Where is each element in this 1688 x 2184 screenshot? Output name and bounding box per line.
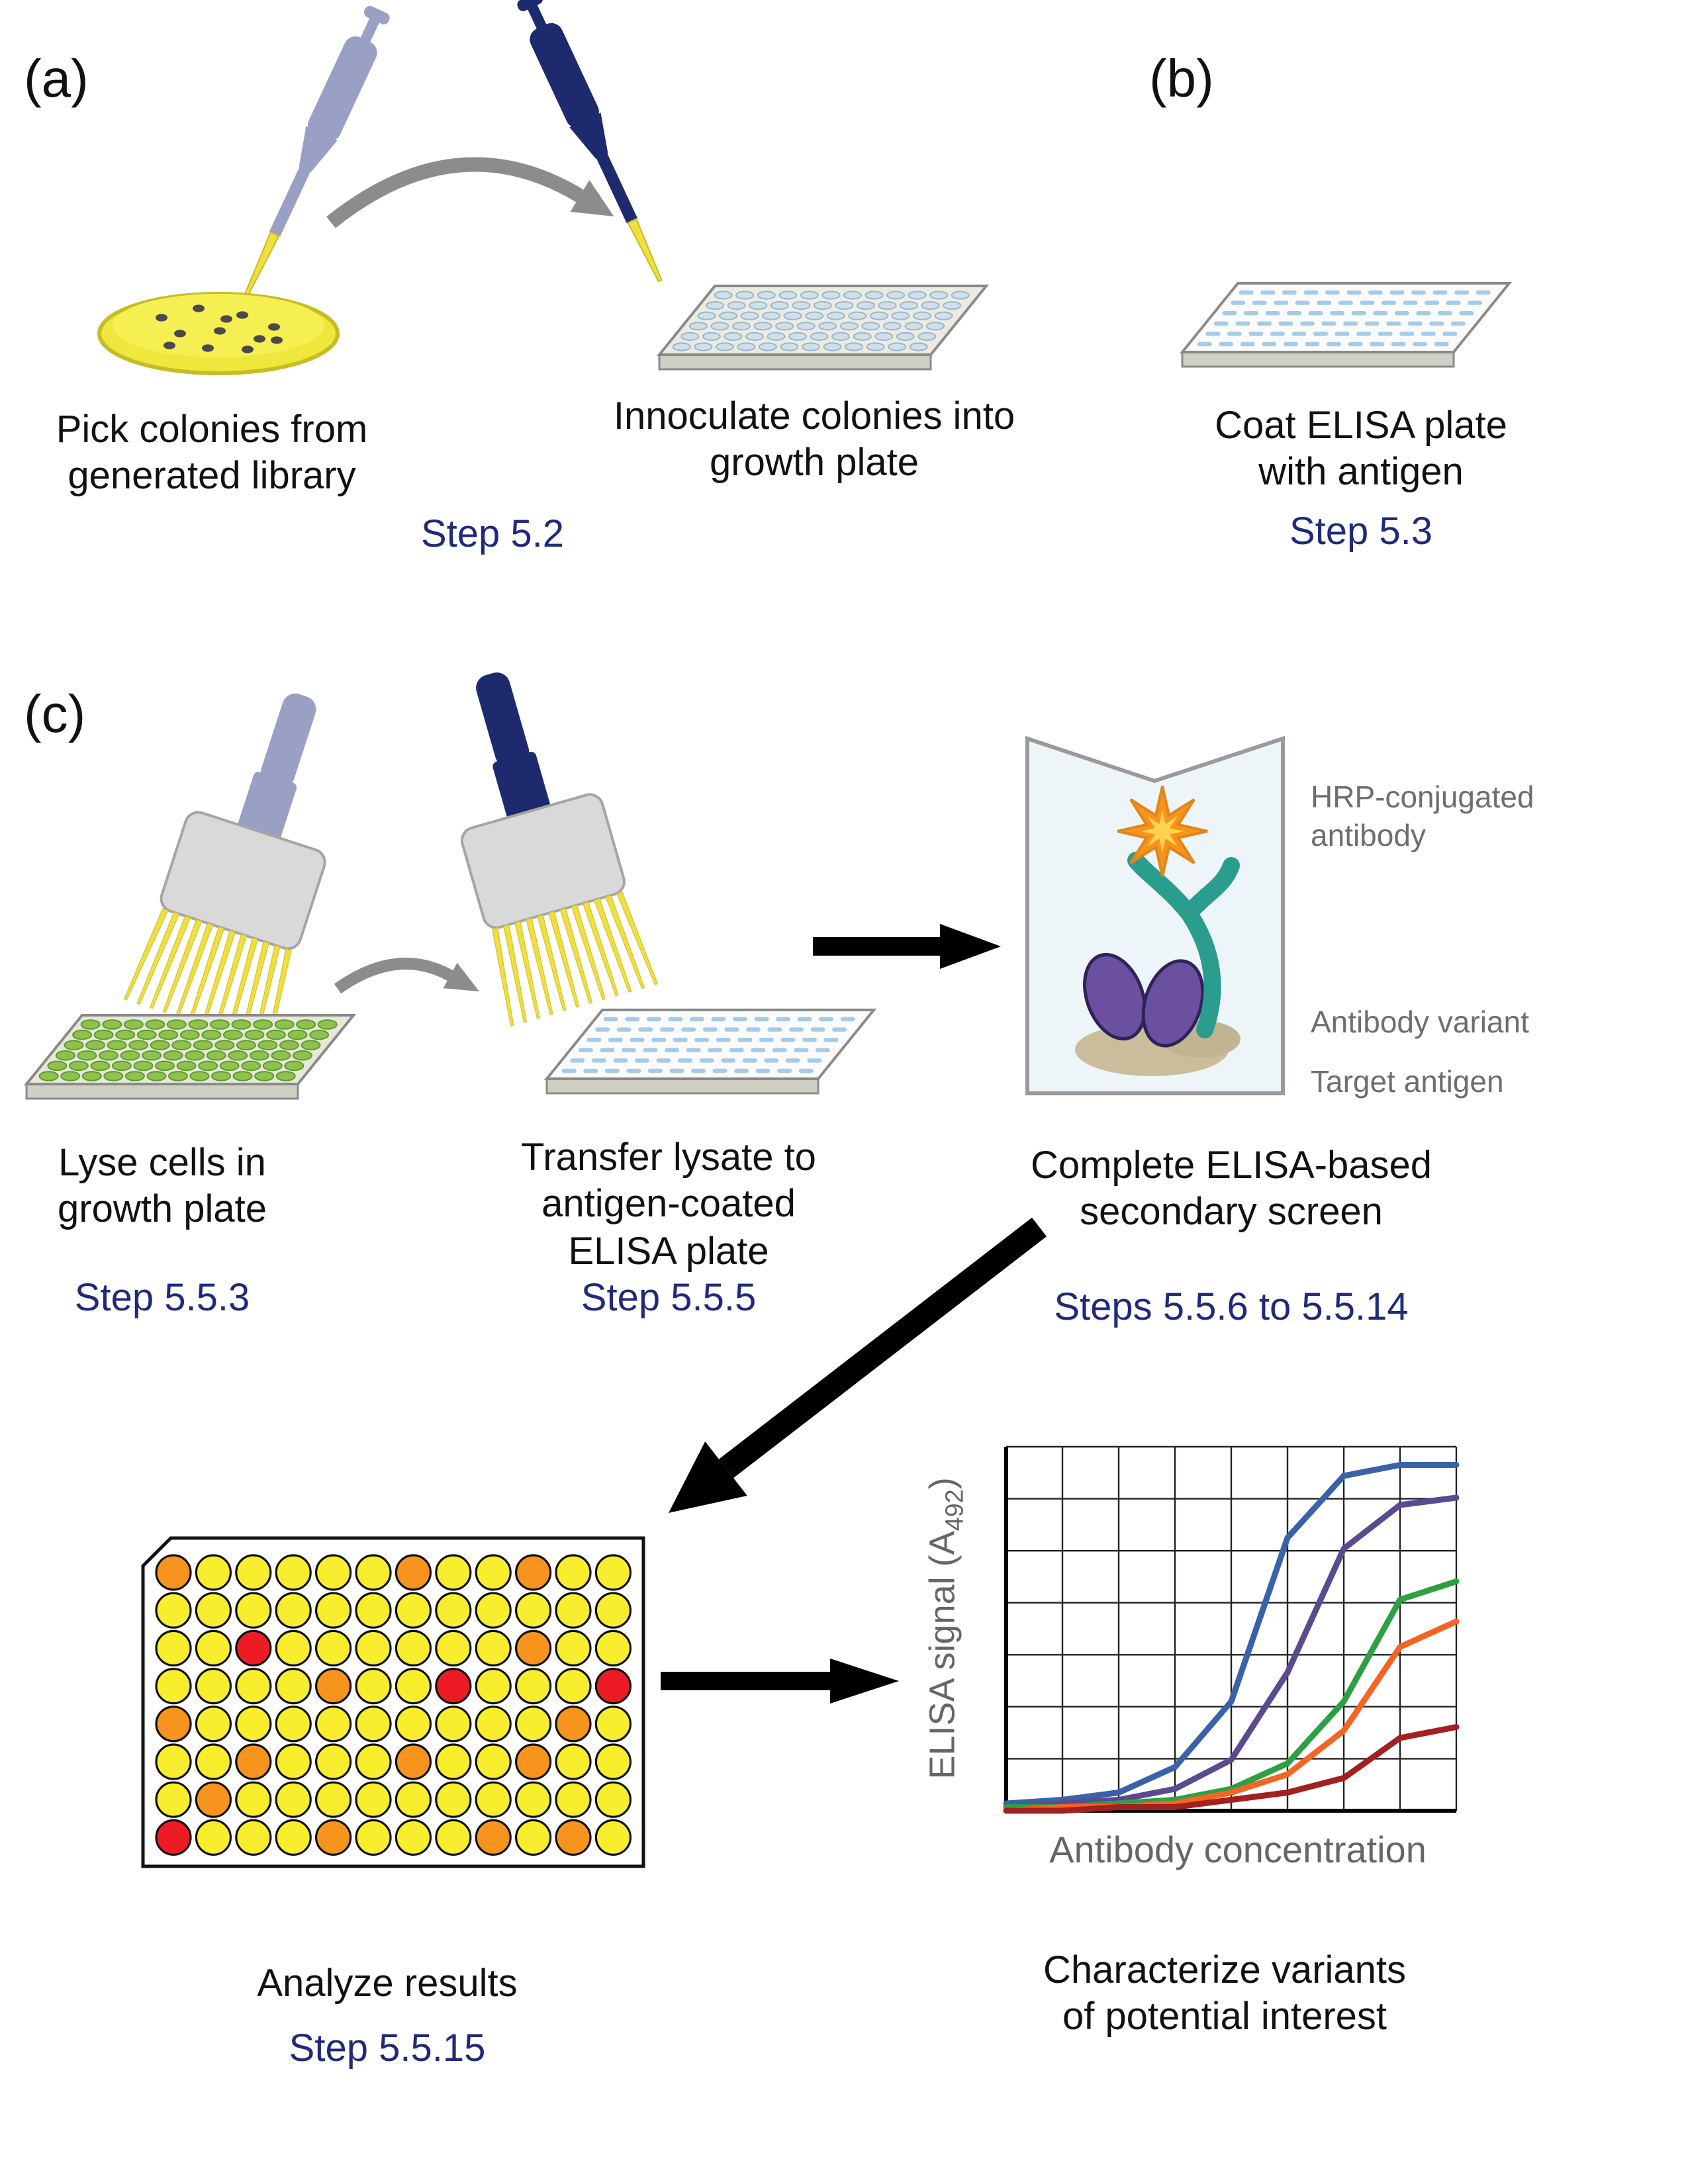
step-5-5-5: Step 5.5.5 <box>581 1277 757 1320</box>
steps-5-5-6-to-5-5-14: Steps 5.5.6 to 5.5.14 <box>1054 1287 1409 1329</box>
multichannel-pipette-icons <box>123 672 659 1047</box>
step-5-5-15: Step 5.5.15 <box>289 2028 486 2070</box>
results-plate <box>141 1536 645 1868</box>
caption-characterize-variants: Characterize variants of potential inter… <box>1043 1950 1406 2039</box>
label-antibody-variant: Antibody variant <box>1311 1005 1529 1039</box>
panel-c-label: (c) <box>24 686 86 744</box>
chart-y-axis-label: ELISA signal (A492) <box>923 1430 971 1827</box>
panel-b-illustration <box>1179 282 1513 368</box>
elisa-chart <box>1003 1445 1460 1814</box>
panel-c-illustration <box>23 672 877 1100</box>
panel-a-label: (a) <box>24 50 89 109</box>
y-axis-label-close: ) <box>922 1477 962 1490</box>
step-5-3: Step 5.3 <box>1289 511 1433 553</box>
label-target-antigen: Target antigen <box>1311 1064 1504 1099</box>
y-axis-label-main: ELISA signal (A <box>922 1531 962 1780</box>
caption-lyse-cells: Lyse cells in growth plate <box>58 1142 267 1232</box>
transfer-arrow-icon <box>334 958 479 994</box>
transfer-arrow-icon <box>326 157 614 228</box>
step-5-2: Step 5.2 <box>420 514 565 556</box>
y-axis-label-subscript: 492 <box>941 1489 970 1531</box>
arrow-to-chart-icon <box>661 1659 899 1704</box>
assay-well-icon <box>1025 735 1285 1095</box>
growth-plate-green-icon <box>23 1014 357 1100</box>
caption-secondary-screen: Complete ELISA-based secondary screen <box>1030 1145 1432 1234</box>
caption-coat-plate: Coat ELISA plate with antigen <box>1215 405 1507 494</box>
hrp-star-icon <box>1117 786 1208 877</box>
arrow-to-screen-icon <box>813 924 1001 969</box>
elisa-plate-icon <box>543 1009 877 1095</box>
hrp-antibody-icon <box>1127 852 1240 1038</box>
pipette-icons <box>244 0 663 296</box>
panel-a-illustration <box>97 0 990 375</box>
label-hrp-antibody: HRP-conjugated antibody <box>1311 780 1534 852</box>
caption-inoculate-colonies: Innoculate colonies into growth plate <box>613 396 1015 485</box>
panel-b-label: (b) <box>1149 50 1214 109</box>
elisa-plate-icon <box>1179 282 1513 368</box>
step-5-5-3: Step 5.5.3 <box>74 1277 250 1320</box>
arrow-diagonal-icon <box>669 1217 1047 1513</box>
chart-x-axis-label: Antibody concentration <box>1049 1829 1427 1870</box>
caption-analyze-results: Analyze results <box>257 1963 518 2005</box>
antibody-variant-icon <box>1083 952 1205 1048</box>
caption-transfer-lysate: Transfer lysate to antigen-coated ELISA … <box>521 1137 816 1273</box>
caption-pick-colonies: Pick colonies from generated library <box>56 409 368 498</box>
petri-dish-icon <box>97 292 340 375</box>
growth-plate-icon <box>656 285 990 371</box>
